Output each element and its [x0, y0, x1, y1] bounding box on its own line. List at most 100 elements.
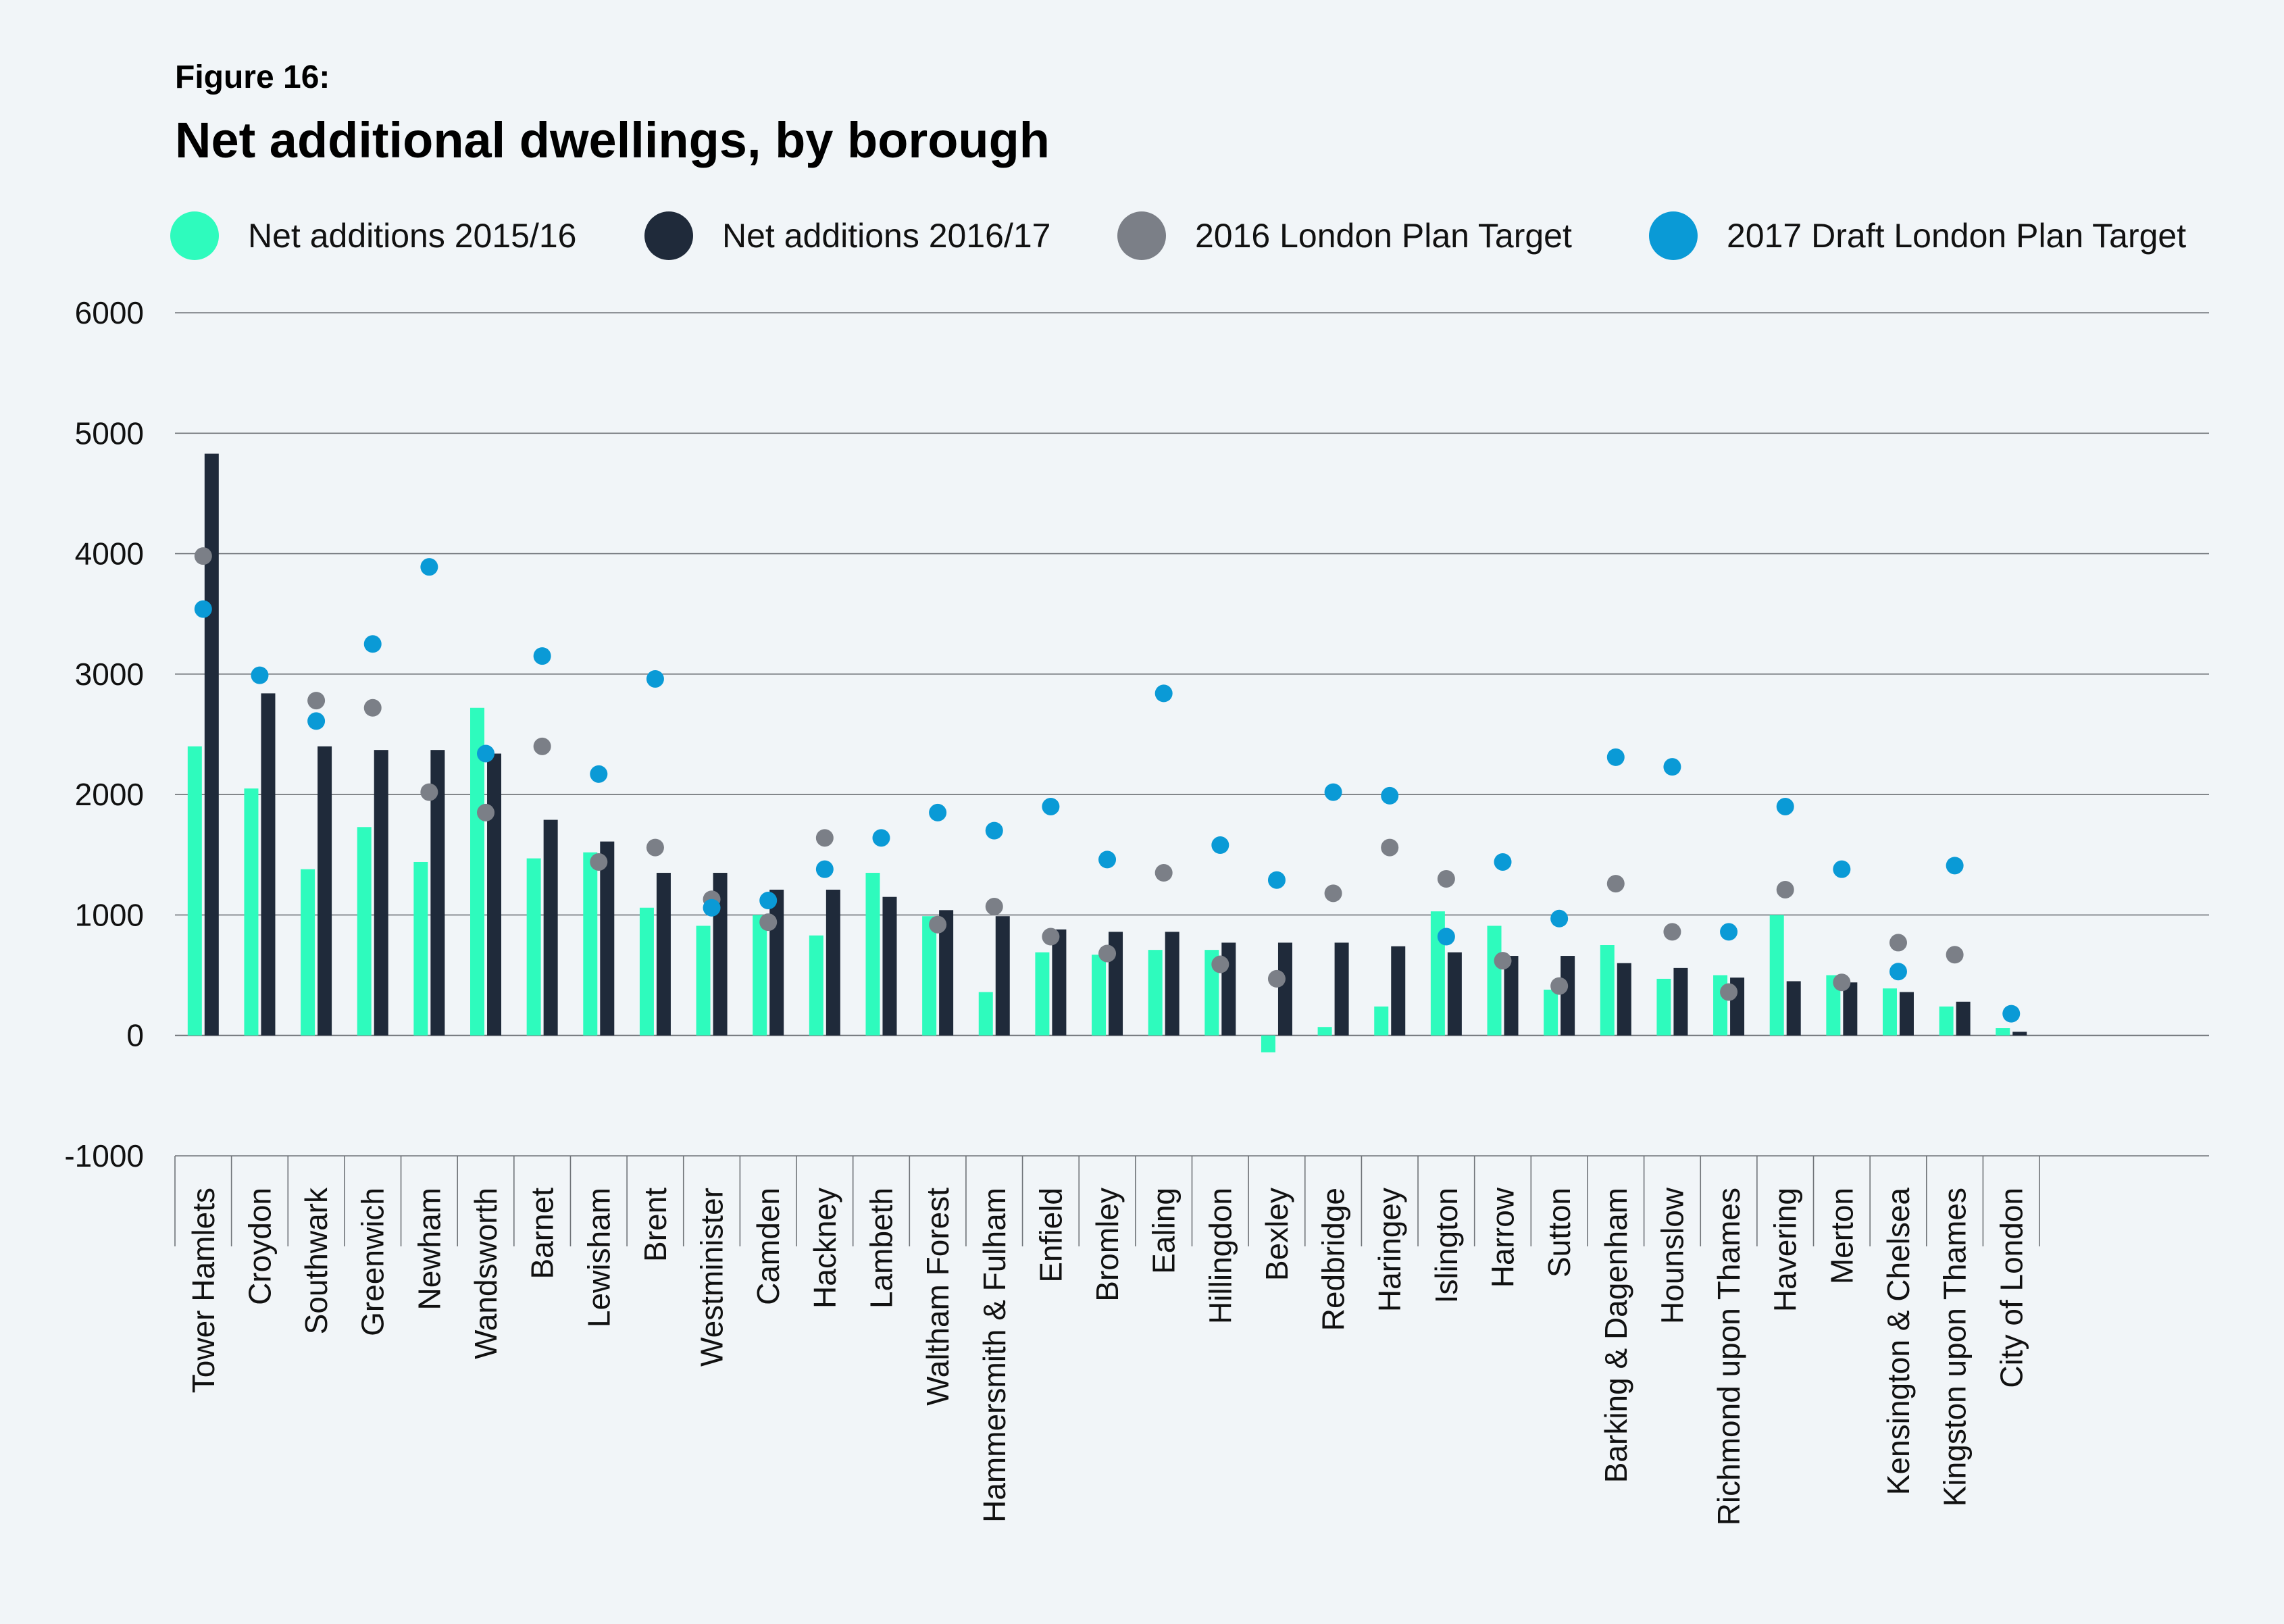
dot-2017-draft-london-plan-target-sutton — [1550, 909, 1569, 928]
dot-2017-draft-london-plan-target-westminister — [703, 898, 721, 917]
dot-2017-draft-london-plan-target-haringey — [1381, 786, 1399, 805]
dot-2016-london-plan-target-waltham-forest — [929, 915, 947, 934]
dot-2017-draft-london-plan-target-hammersmith-and-fulham — [985, 821, 1003, 840]
x-tick-label-city-of-london: City of London — [1994, 1188, 2029, 1388]
dot-2017-draft-london-plan-target-barnet — [533, 647, 551, 665]
dot-2016-london-plan-target-southwark — [307, 692, 326, 710]
bar-net-additions-2016-17-newham — [430, 750, 445, 1036]
figure-label: Figure 16: — [175, 59, 330, 95]
bar-net-additions-2016-17-enfield — [1052, 929, 1067, 1036]
bar-net-additions-2015-16-hounslow — [1656, 978, 1671, 1036]
dot-2017-draft-london-plan-target-greenwich — [363, 635, 382, 653]
bar-net-additions-2016-17-croydon — [261, 693, 276, 1036]
dot-2016-london-plan-target-hounslow — [1663, 923, 1681, 941]
dot-2016-london-plan-target-harrow — [1494, 952, 1512, 970]
dot-2016-london-plan-target-kingston-upon-thames — [1946, 946, 1964, 964]
bar-net-additions-2016-17-hounslow — [1673, 967, 1688, 1036]
bar-net-additions-2016-17-brent — [656, 873, 671, 1036]
y-axis: 6000 5000 4000 3000 2000 1000 0 -1000 — [64, 295, 144, 1173]
bar-net-additions-2015-16-barnet — [526, 858, 541, 1036]
bar-net-additions-2016-17-kensington-and-chelsea — [1899, 992, 1914, 1036]
legend-marker-2017-draft-london-plan-target — [1649, 211, 1698, 260]
dot-2016-london-plan-target-sutton — [1550, 977, 1569, 995]
bar-net-additions-2015-16-hammersmith-and-fulham — [978, 992, 993, 1036]
x-tick-label-islington: Islington — [1429, 1188, 1464, 1303]
dot-2016-london-plan-target-bromley — [1098, 944, 1117, 963]
x-tick-label-lambeth: Lambeth — [863, 1188, 898, 1309]
dot-2016-london-plan-target-hammersmith-and-fulham — [985, 897, 1003, 915]
y-tick-label-4000: 4000 — [75, 536, 144, 572]
x-tick-label-harrow: Harrow — [1486, 1187, 1521, 1288]
dot-2016-london-plan-target-richmond-upon-thames — [1720, 983, 1738, 1001]
x-tick-label-enfield: Enfield — [1033, 1188, 1068, 1283]
bar-net-additions-2016-17-redbridge — [1334, 942, 1349, 1036]
bar-net-additions-2016-17-islington — [1447, 952, 1462, 1036]
bar-net-additions-2016-17-camden — [769, 889, 784, 1036]
legend-label-2016-london-plan-target: 2016 London Plan Target — [1195, 217, 1572, 255]
bar-net-additions-2016-17-sutton — [1560, 956, 1575, 1036]
dot-2016-london-plan-target-islington — [1437, 869, 1455, 888]
x-tick-label-hammersmith-and-fulham: Hammersmith & Fulham — [977, 1188, 1012, 1523]
dot-2017-draft-london-plan-target-kensington-and-chelsea — [1889, 963, 1907, 981]
dot-2016-london-plan-target-hackney — [815, 829, 834, 847]
dot-2016-london-plan-target-merton — [1833, 973, 1851, 992]
bar-net-additions-2016-17-waltham-forest — [939, 910, 954, 1036]
legend-label-net-additions-2016-17: Net additions 2016/17 — [722, 217, 1050, 255]
x-tick-label-hounslow: Hounslow — [1654, 1187, 1690, 1324]
legend-marker-2016-london-plan-target — [1117, 211, 1166, 260]
bar-net-additions-2016-17-hammersmith-and-fulham — [995, 916, 1010, 1036]
x-tick-label-haringey: Haringey — [1372, 1188, 1407, 1312]
bar-net-additions-2015-16-greenwich — [357, 827, 372, 1036]
bar-net-additions-2015-16-bexley — [1261, 1035, 1275, 1052]
x-axis: Tower Hamlets Croydon Southwark Greenwich Ne… — [174, 1156, 2040, 1525]
x-tick-label-camden: Camden — [751, 1188, 786, 1305]
bar-net-additions-2015-16-sutton — [1544, 989, 1558, 1036]
legend-marker-net-additions-2016-17 — [644, 211, 693, 260]
dot-2016-london-plan-target-lewisham — [590, 853, 608, 871]
dot-2017-draft-london-plan-target-tower-hamlets — [194, 600, 212, 618]
bar-net-additions-2015-16-waltham-forest — [922, 916, 937, 1036]
x-tick-label-barnet: Barnet — [525, 1188, 560, 1279]
bar-net-additions-2015-16-lewisham — [583, 852, 598, 1036]
bar-net-additions-2016-17-bexley — [1277, 942, 1292, 1036]
bar-net-additions-2015-16-city-of-london — [1996, 1028, 2010, 1036]
x-tick-label-newham: Newham — [411, 1188, 447, 1311]
dot-2017-draft-london-plan-target-hackney — [815, 860, 834, 878]
bar-net-additions-2015-16-kingston-upon-thames — [1939, 1006, 1954, 1036]
bar-net-additions-2015-16-westminister — [696, 925, 711, 1036]
bar-net-additions-2016-17-kingston-upon-thames — [1956, 1001, 1971, 1036]
y-tick-label-3000: 3000 — [75, 657, 144, 692]
bar-net-additions-2016-17-havering — [1786, 981, 1801, 1036]
dot-2017-draft-london-plan-target-kingston-upon-thames — [1946, 857, 1964, 875]
bar-net-additions-2015-16-bromley — [1092, 955, 1107, 1036]
x-tick-label-bexley: Bexley — [1259, 1188, 1294, 1281]
bar-net-additions-2016-17-lewisham — [600, 841, 615, 1036]
dot-2016-london-plan-target-bexley — [1267, 969, 1286, 988]
bar-net-additions-2015-16-ealing — [1148, 950, 1163, 1036]
dot-2017-draft-london-plan-target-wandsworth — [477, 744, 495, 763]
bar-net-additions-2015-16-redbridge — [1317, 1027, 1332, 1036]
dot-2017-draft-london-plan-target-bexley — [1267, 871, 1286, 889]
legend-label-2017-draft-london-plan-target: 2017 Draft London Plan Target — [1727, 217, 2186, 255]
dot-2017-draft-london-plan-target-barking-and-dagenham — [1606, 748, 1625, 766]
x-tick-label-redbridge: Redbridge — [1316, 1188, 1351, 1331]
x-tick-label-kingston-upon-thames: Kingston upon Thames — [1937, 1188, 1973, 1506]
dot-2016-london-plan-target-ealing — [1154, 864, 1173, 882]
x-tick-label-tower-hamlets: Tower Hamlets — [186, 1188, 221, 1393]
bars — [187, 453, 2027, 1052]
legend-label-net-additions-2015-16: Net additions 2015/16 — [248, 217, 576, 255]
dot-2016-london-plan-target-barnet — [533, 737, 551, 755]
bar-net-additions-2015-16-hackney — [809, 935, 823, 1036]
bar-net-additions-2015-16-camden — [753, 915, 767, 1036]
bar-net-additions-2016-17-hackney — [826, 889, 840, 1036]
bar-net-additions-2015-16-harrow — [1487, 925, 1502, 1036]
dot-2017-draft-london-plan-target-lewisham — [590, 765, 608, 783]
x-tick-label-barking-and-dagenham: Barking & Dagenham — [1598, 1188, 1633, 1483]
bar-net-additions-2015-16-wandsworth — [470, 707, 485, 1036]
x-tick-label-westminister: Westminister — [694, 1188, 730, 1367]
dot-2017-draft-london-plan-target-merton — [1833, 860, 1851, 878]
bar-net-additions-2015-16-enfield — [1035, 952, 1050, 1036]
dot-2016-london-plan-target-hillingdon — [1211, 955, 1229, 973]
dot-2016-london-plan-target-wandsworth — [477, 803, 495, 821]
